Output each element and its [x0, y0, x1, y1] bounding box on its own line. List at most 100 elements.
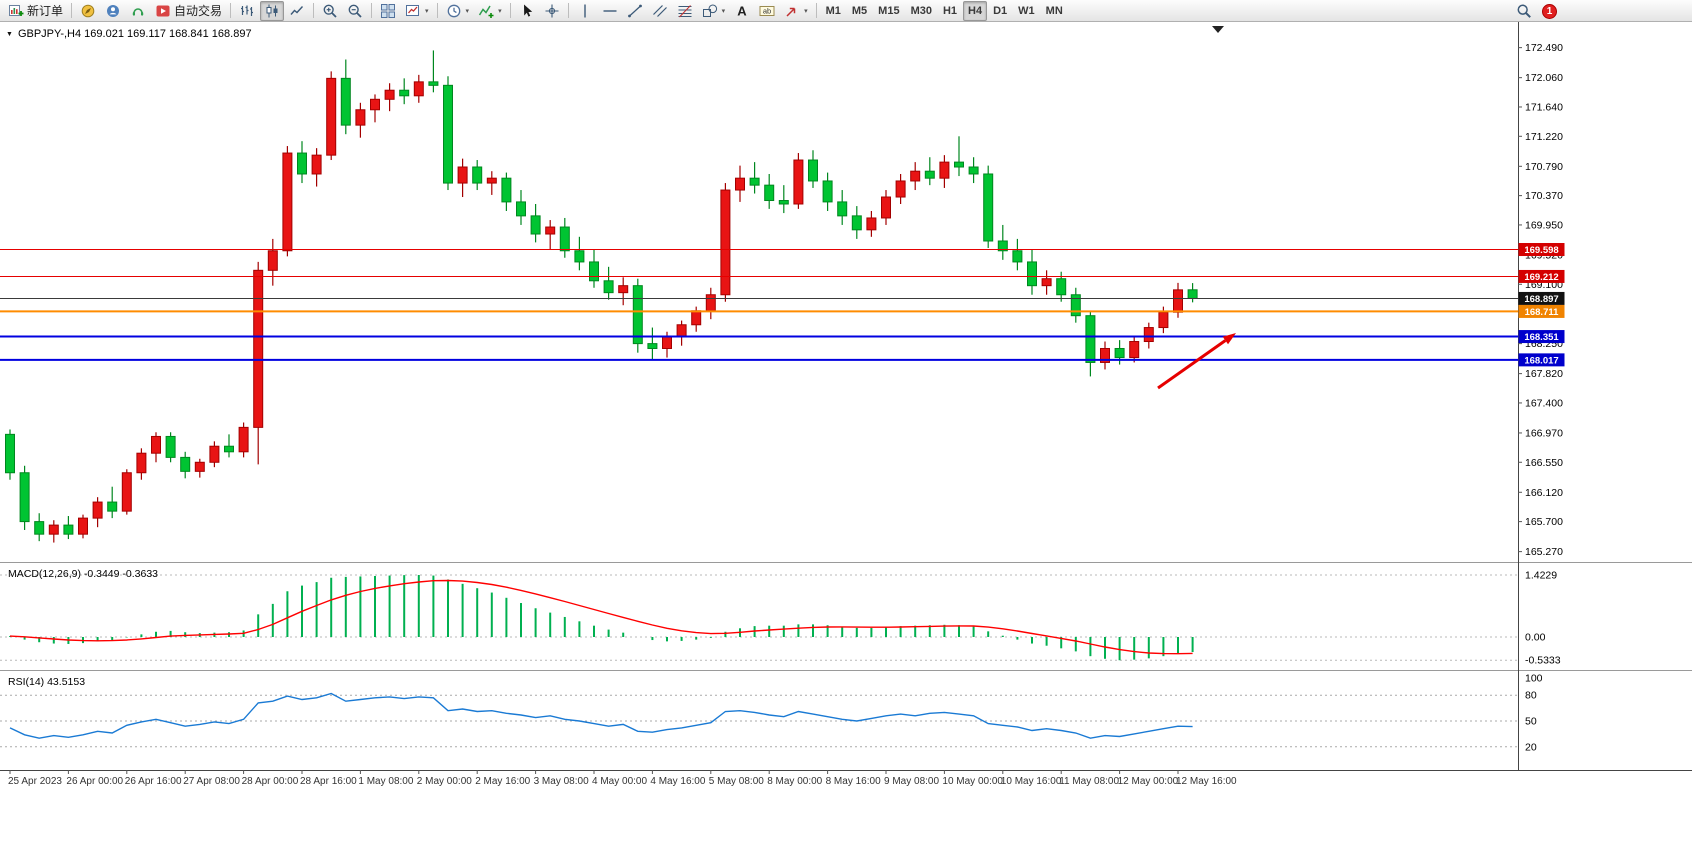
macd-indicator-label: MACD(12,26,9) -0.3449 -0.3633: [8, 568, 158, 580]
candle-body: [881, 196, 891, 219]
candle-body: [399, 89, 410, 97]
time-axis-label: 5 May 08:00: [709, 776, 764, 787]
candle-body: [808, 159, 818, 182]
new-order-button[interactable]: 新订单: [4, 1, 67, 21]
macd-axis-label: 0.00: [1525, 632, 1546, 644]
candle-body: [632, 285, 643, 345]
candle-body: [997, 240, 1008, 252]
candle-body: [1100, 347, 1110, 363]
notifications-badge[interactable]: 1: [1542, 3, 1557, 19]
candle-body: [238, 426, 249, 453]
time-axis-label: 9 May 08:00: [884, 776, 939, 787]
text-label-button[interactable]: ab: [755, 1, 779, 21]
price-tag: [1518, 353, 1565, 367]
candle-body: [837, 201, 848, 217]
chart-shift-marker[interactable]: [1212, 26, 1224, 33]
price-tag-label: 169.212: [1524, 272, 1558, 283]
chart-profiles-button[interactable]: [101, 1, 125, 21]
time-axis-label: 3 May 08:00: [534, 776, 589, 787]
auto-trading-button[interactable]: 自动交易: [151, 1, 226, 21]
timeframe-m5-button[interactable]: M5: [851, 4, 868, 17]
crosshair-button[interactable]: [540, 1, 564, 21]
time-axis-label: 28 Apr 16:00: [300, 776, 357, 787]
timeframe-h4-button[interactable]: H4: [963, 0, 988, 21]
dropdown-arrow-icon: ▾: [465, 7, 470, 15]
timeframe-mn-button[interactable]: MN: [1045, 4, 1063, 17]
candle-body: [647, 343, 658, 349]
chart-menu-icon[interactable]: ▼: [6, 30, 13, 38]
candle-body: [413, 81, 424, 97]
auto-scroll-button[interactable]: ▾: [442, 1, 474, 21]
new-order-icon: [9, 4, 24, 16]
headset-icon: [132, 7, 144, 16]
trend-arrow-head[interactable]: [1222, 333, 1236, 345]
metaeditor-button[interactable]: [76, 1, 100, 21]
horizontal-levels-group: [0, 249, 1518, 361]
zoom-in-icon: [323, 4, 337, 18]
price-tag: [1518, 304, 1565, 318]
arrows-button[interactable]: ▾: [780, 1, 812, 21]
zoom-in-button[interactable]: [318, 1, 342, 21]
price-axis-label: 170.790: [1525, 161, 1563, 173]
trend-arrow-annotation[interactable]: [1157, 339, 1227, 390]
candle-body: [1012, 250, 1023, 263]
dropdown-arrow-icon: ▾: [425, 7, 429, 15]
candle-body: [705, 294, 716, 312]
rsi-plot: [9, 692, 1193, 739]
candle-body: [1070, 294, 1081, 317]
candle-body: [895, 180, 906, 198]
timeframe-h1-button[interactable]: H1: [942, 4, 958, 17]
cursor-button[interactable]: [515, 1, 539, 21]
timeframe-w1-button[interactable]: W1: [1018, 4, 1035, 17]
rsi-indicator-label: RSI(14) 43.5153: [8, 676, 86, 688]
timeframe-d1-button[interactable]: D1: [993, 4, 1008, 17]
indicators-button[interactable]: ▾: [474, 1, 506, 21]
candle-body: [589, 261, 599, 282]
label-icon: ab: [759, 5, 775, 16]
price-axis-label: 171.220: [1525, 131, 1563, 143]
candle-body: [34, 521, 45, 535]
candle-body: [516, 201, 526, 217]
price-tags-group: 169.598 169.212 168.897 168.711 168.351 168.0…: [1518, 243, 1565, 367]
new-chart-icon: [406, 4, 420, 16]
candlestick-chart-button[interactable]: [260, 0, 285, 21]
timeframe-m1-button[interactable]: M1: [825, 4, 841, 17]
horizontal-line-button[interactable]: [598, 1, 622, 21]
timeframe-m30-button[interactable]: M30: [910, 4, 932, 17]
candle-body: [530, 215, 541, 235]
symbol-ohlc-text: GBPJPY-,H4 169.021 169.117 168.841 168.8…: [17, 28, 252, 40]
time-axis-label: 11 May 08:00: [1059, 776, 1119, 787]
zoom-out-button[interactable]: [343, 1, 367, 21]
candle-body: [691, 310, 702, 326]
market-sounds-button[interactable]: [126, 1, 150, 21]
timeframe-m15-button[interactable]: M15: [878, 4, 900, 17]
tile-windows-button[interactable]: [376, 1, 400, 21]
candle-body: [1187, 289, 1198, 299]
bar-chart-button[interactable]: [235, 1, 259, 21]
vertical-line-button[interactable]: [573, 1, 597, 21]
chart-canvas[interactable]: 172.490 172.060 171.640 171.220 170.790 170.3…: [0, 22, 1692, 855]
text-button[interactable]: A: [730, 1, 754, 21]
tile-icon: [381, 3, 396, 18]
candle-body: [603, 280, 614, 294]
line-chart-button[interactable]: [285, 1, 309, 21]
search-button[interactable]: [1512, 1, 1536, 21]
text-icon: A: [737, 3, 747, 18]
price-axis-label: 172.490: [1525, 42, 1563, 54]
shapes-button[interactable]: ▾: [698, 1, 730, 21]
toolbar-separator: [313, 3, 315, 18]
candle-body: [954, 161, 964, 168]
equidistant-channel-button[interactable]: [648, 1, 672, 21]
time-axis-label: 26 Apr 00:00: [66, 776, 123, 787]
toolbar-right-group: 1: [1512, 0, 1557, 22]
rsi-axis-label: 50: [1525, 716, 1537, 728]
fibonacci-retracement-button[interactable]: [673, 1, 697, 21]
candle-body: [1173, 289, 1183, 313]
new-chart-button[interactable]: ▾: [401, 1, 433, 21]
trendline-button[interactable]: [623, 1, 647, 21]
zoom-out-icon: [348, 4, 362, 18]
price-tag-label: 168.711: [1525, 307, 1560, 318]
candle-body: [194, 461, 205, 472]
toolbar-separator: [815, 3, 817, 18]
autotrade-icon: [156, 5, 170, 16]
